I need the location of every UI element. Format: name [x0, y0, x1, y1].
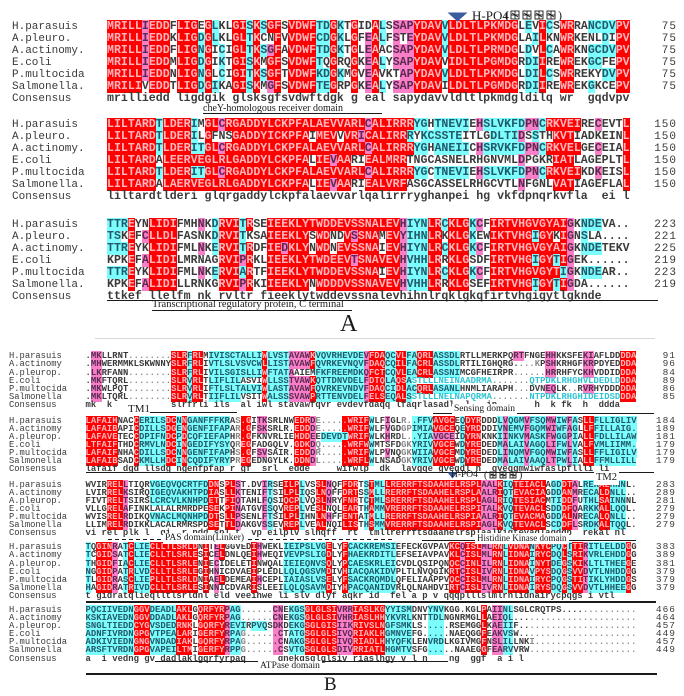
svg-text:(: ( [484, 470, 488, 481]
svg-text:): ) [558, 9, 562, 22]
svg-text:(: ( [505, 9, 509, 22]
svg-text:): ) [519, 470, 522, 481]
